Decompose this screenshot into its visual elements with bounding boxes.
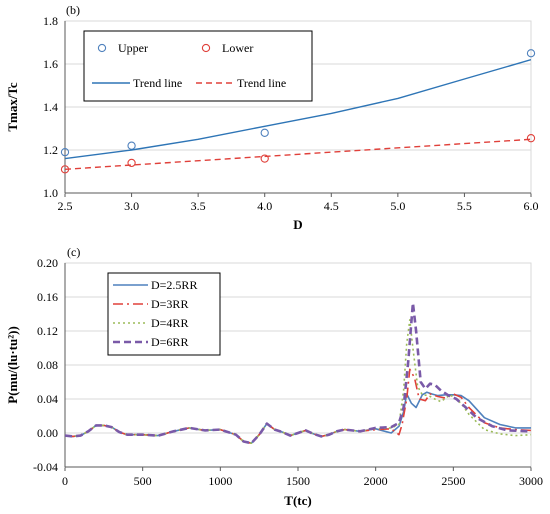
legend-label: Upper <box>118 41 148 55</box>
legend-label: D=4RR <box>151 316 188 330</box>
x-tick-label: 500 <box>134 474 152 488</box>
x-tick-label: 5.0 <box>390 199 405 213</box>
panel-label: (c) <box>67 245 80 259</box>
data-point-lower <box>127 158 136 168</box>
legend: D=2.5RR D=3RR D=4RR D=6RR <box>107 272 221 356</box>
x-tick-label: 4.5 <box>324 199 339 213</box>
chart-c: -0.04 0.00 0.04 0.08 0.12 0.16 0.20 0 500 1000 150… <box>5 245 543 508</box>
legend-label: D=3RR <box>151 297 188 311</box>
legend-label: Lower <box>222 41 253 55</box>
legend-label: D=6RR <box>151 335 188 349</box>
legend-label: Trend line <box>133 76 182 90</box>
x-tick-label: 2500 <box>441 474 465 488</box>
x-tick-label: 2000 <box>364 474 388 488</box>
x-tick-label: 5.5 <box>457 199 472 213</box>
legend-marker <box>201 43 211 53</box>
x-tick-label: 6.0 <box>524 199 539 213</box>
series-d-6rr-line <box>65 301 531 445</box>
y-axis-label: Tmax/Tc <box>5 82 20 132</box>
y-tick-label: 0.04 <box>37 392 58 406</box>
series-trend-line-dashed-line-line <box>65 138 531 170</box>
y-tick-label: 1.6 <box>43 57 58 71</box>
legend-label: D=2.5RR <box>151 278 197 292</box>
y-axis-label: P(mu/(lu·tu²)) <box>5 326 20 404</box>
legend-box <box>83 30 313 102</box>
x-axis-label: T(tc) <box>284 493 311 508</box>
legend: Upper Lower Trend line Trend line <box>83 30 313 102</box>
y-tick-label: 1.8 <box>43 14 58 28</box>
data-point-lower <box>526 134 536 143</box>
data-point-upper <box>60 147 70 157</box>
data-point-upper <box>526 49 536 58</box>
legend-marker <box>97 43 107 53</box>
data-point-upper <box>260 128 269 137</box>
series-trend-line-solid-line-line <box>65 59 531 160</box>
y-tick-label: -0.04 <box>33 460 58 474</box>
x-tick-label: 3.5 <box>191 199 206 213</box>
x-tick-label: 4.0 <box>257 199 272 213</box>
x-tick-label: 2.5 <box>58 199 73 213</box>
y-tick-label: 0.12 <box>37 324 58 338</box>
x-axis-label: D <box>293 217 302 232</box>
y-tick-label: 0.08 <box>37 358 58 372</box>
y-tick-label: 1.2 <box>43 143 58 157</box>
y-tick-label: 0.20 <box>37 256 58 270</box>
y-tick-label: 1.0 <box>43 186 58 200</box>
panel-label: (b) <box>66 3 80 17</box>
legend-label: Trend line <box>237 76 286 90</box>
series-d-2-5rr-line <box>65 391 531 445</box>
x-tick-label: 3.0 <box>124 199 139 213</box>
x-tick-label: 1500 <box>286 474 310 488</box>
data-point-lower <box>260 154 269 163</box>
y-tick-label: 0.00 <box>37 426 58 440</box>
x-tick-label: 3000 <box>519 474 543 488</box>
x-tick-label: 0 <box>62 474 68 488</box>
x-tick-label: 1000 <box>208 474 232 488</box>
data-point-upper <box>127 141 136 150</box>
chart-b: 1.0 1.2 1.4 1.6 1.8 2.5 3.0 3.5 4.0 4.5 5.0 5.5 6.0 D… <box>5 3 539 232</box>
y-tick-label: 1.4 <box>43 100 58 114</box>
y-tick-label: 0.16 <box>37 290 58 304</box>
